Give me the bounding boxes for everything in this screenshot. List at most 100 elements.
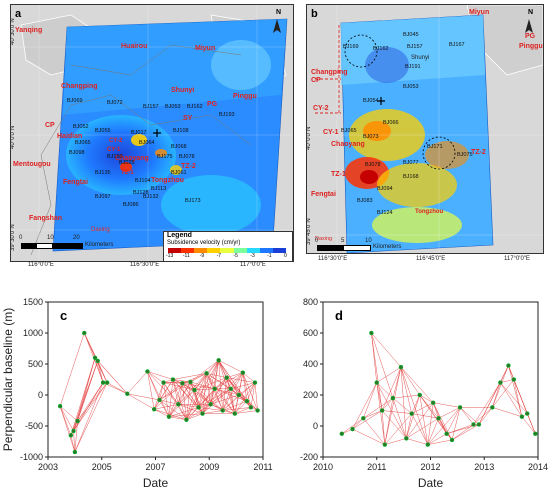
interferogram-link	[147, 371, 179, 405]
interferogram-link	[400, 366, 434, 403]
zone-label: PG	[207, 101, 218, 108]
interferogram-link	[478, 365, 509, 425]
interferogram-link	[186, 389, 195, 420]
panel-a-letter: a	[15, 8, 22, 20]
map-a-canvas	[11, 5, 293, 261]
interferogram-link	[254, 382, 258, 411]
interferogram-link	[500, 382, 528, 414]
place-label: Miyun	[195, 45, 216, 52]
interferogram-link	[411, 413, 429, 445]
zone-label: TZ-1	[121, 170, 134, 176]
interferogram-link	[77, 382, 108, 422]
legend-swatch	[220, 248, 234, 253]
interferogram-link	[222, 400, 247, 411]
benchmark-label: BJ094	[377, 186, 393, 192]
interferogram-link	[97, 360, 128, 394]
interferogram-link	[376, 382, 394, 399]
acquisition-point	[498, 380, 503, 385]
interferogram-link	[222, 388, 231, 411]
interferogram-link	[178, 404, 187, 420]
north-arrow-icon	[273, 19, 281, 33]
place-label: Miyun	[469, 9, 490, 16]
zone-label: TZ-1	[331, 171, 346, 178]
interferogram-link	[363, 418, 386, 445]
interferogram-link	[527, 413, 536, 434]
interferogram-link	[182, 382, 215, 390]
benchmark-label: BJ169	[343, 44, 359, 50]
interferogram-link	[163, 382, 170, 417]
benchmark-label: BJ132	[143, 194, 159, 200]
acquisition-point	[525, 411, 530, 416]
acquisition-point	[145, 369, 150, 374]
acquisition-point	[176, 402, 181, 407]
interferogram-link	[206, 373, 235, 414]
baseline-chart-d: d 2010 2011 2012 2013 2014 -200 0 200 400 600 800 Da…	[300, 297, 548, 490]
acquisition-point	[100, 380, 106, 385]
acquisition-point	[161, 380, 166, 385]
airport-cross-icon	[153, 129, 161, 137]
plot-area	[322, 301, 539, 458]
interferogram-link	[222, 372, 244, 411]
acquisition-point	[157, 397, 162, 403]
interferogram-link	[376, 366, 402, 383]
acquisition-point	[490, 405, 495, 410]
acquisition-point	[244, 398, 250, 404]
interferogram-link	[178, 389, 195, 405]
interferogram-link	[163, 381, 191, 383]
interferogram-link	[376, 382, 383, 411]
zone-label: SY	[183, 115, 193, 122]
interferogram-link	[214, 388, 223, 411]
place-label: Shunyi	[411, 55, 430, 61]
interferogram-link	[74, 382, 108, 453]
interferogram-link	[363, 397, 394, 419]
benchmark-label: BJ052	[73, 124, 89, 130]
acquisition-point	[216, 358, 221, 363]
benchmark-label: BJ075	[457, 152, 473, 158]
interferogram-link	[411, 402, 434, 414]
acquisition-point	[188, 379, 193, 385]
interferogram-link	[242, 372, 252, 408]
legend-ticks: -13 -11 -9 -7 -5 -3 -1 0	[166, 253, 290, 260]
interferogram-link	[222, 407, 251, 411]
x-tick-label: 2003	[38, 462, 58, 472]
benchmark-label: BJ073	[363, 134, 379, 140]
interferogram-link	[250, 382, 256, 408]
acquisition-point	[204, 371, 209, 376]
acquisition-point	[398, 364, 404, 370]
scale-tick: 0	[19, 235, 23, 241]
interferogram-link	[381, 410, 386, 445]
legend-swatch	[181, 248, 195, 253]
interferogram-link	[147, 371, 170, 417]
lat-tick: 39°45'0"N	[306, 218, 312, 245]
acquisition-point	[72, 449, 78, 455]
interferogram-link	[186, 413, 203, 421]
interferogram-link	[384, 398, 394, 445]
acquisition-point	[444, 431, 449, 436]
acquisition-point	[125, 391, 130, 397]
interferogram-link	[246, 382, 256, 402]
interferogram-link	[77, 382, 104, 422]
interferogram-link	[363, 382, 377, 419]
lat-tick: 39°30'0"N	[10, 224, 16, 251]
interferogram-link	[352, 418, 364, 430]
acquisition-point	[430, 400, 436, 405]
interferogram-link	[190, 373, 207, 383]
interferogram-link	[210, 377, 227, 405]
interferogram-link	[59, 405, 78, 422]
benchmark-label: BJ157	[407, 44, 423, 50]
interferogram-link	[371, 332, 394, 399]
interferogram-link	[172, 379, 191, 383]
interferogram-link	[218, 360, 243, 373]
benchmark-label: BJ150	[107, 154, 123, 160]
zone-label: TZ-2	[471, 149, 486, 156]
benchmark-label: BJ061	[171, 170, 187, 176]
legend-tick: -1	[267, 253, 272, 259]
interferogram-link	[521, 416, 536, 434]
interferogram-link	[194, 389, 199, 408]
interferogram-link	[230, 388, 236, 414]
benchmark-label: BJ054	[363, 98, 379, 104]
scale-bar	[21, 243, 83, 249]
benchmark-label: BJ069	[67, 98, 83, 104]
interferogram-link	[59, 406, 74, 432]
acquisition-point	[95, 358, 100, 364]
